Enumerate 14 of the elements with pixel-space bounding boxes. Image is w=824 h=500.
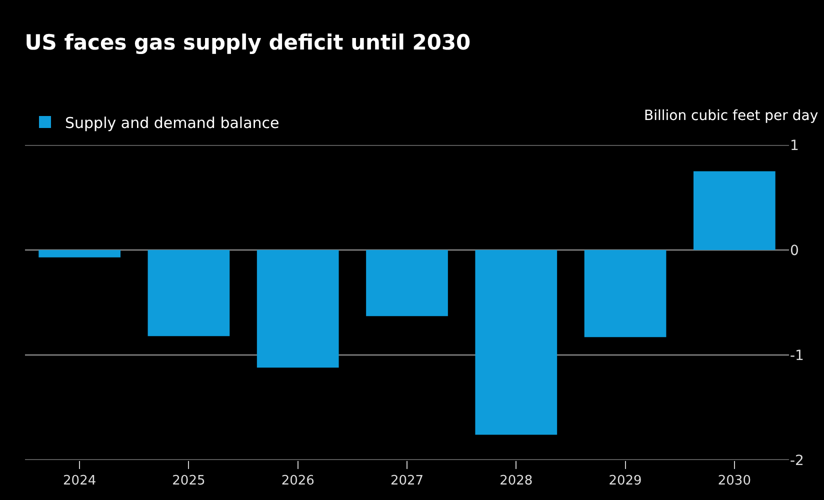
x-tick-label: 2030: [718, 474, 751, 489]
y-tick-label: 1: [790, 138, 799, 154]
legend-label: Supply and demand balance: [65, 114, 280, 132]
chart-title: US faces gas supply deficit until 2030: [24, 30, 471, 55]
x-tick-label: 2024: [63, 474, 96, 489]
y-axis-title: Billion cubic feet per day: [644, 108, 818, 124]
x-tick-label: 2026: [281, 474, 314, 489]
x-tick-label: 2025: [172, 474, 206, 489]
x-tick-label: 2027: [390, 474, 424, 489]
y-tick-label: 0: [790, 242, 799, 259]
y-tick-label: -1: [790, 348, 804, 364]
y-tick-label: -2: [790, 452, 804, 469]
x-tick-label: 2029: [608, 474, 642, 489]
x-tick-label: 2028: [500, 474, 533, 489]
